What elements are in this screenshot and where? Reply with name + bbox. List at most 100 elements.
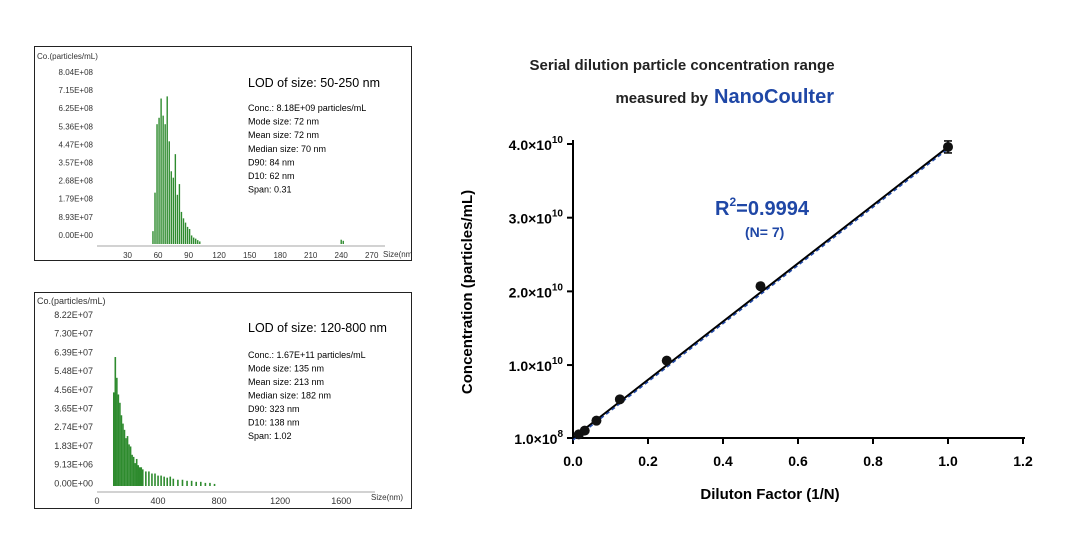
hist2-ytick: 7.30E+07 xyxy=(54,329,93,339)
hist2-ytick: 6.39E+07 xyxy=(54,347,93,357)
data-point xyxy=(661,355,672,366)
dilution-chart-svg: Serial dilution particle concentration r… xyxy=(459,57,1033,503)
hist1-xlabel: Size(nm) xyxy=(383,250,411,259)
hist1-ytick: 8.93E+07 xyxy=(59,213,94,222)
hist2-ytick: 8.22E+07 xyxy=(54,310,93,320)
hist1-bar xyxy=(174,154,177,244)
hist1-bar xyxy=(166,96,168,244)
hist1-bar xyxy=(197,240,199,244)
hist1-xtick: 30 xyxy=(123,251,132,260)
hist2-bar xyxy=(120,415,123,486)
hist1-xtick: 90 xyxy=(184,251,193,260)
hist2-bar xyxy=(126,436,129,486)
hist2-stat: Median size: 182 nm xyxy=(248,391,331,401)
hist1-bar xyxy=(156,124,158,244)
hist2-bar xyxy=(190,480,193,486)
hist1-ytick: 1.79E+08 xyxy=(59,195,94,204)
y-tick-label: 3.0×1010 xyxy=(509,209,564,227)
x-tick-label: 0.6 xyxy=(788,453,808,469)
hist2-bar xyxy=(195,481,198,486)
hist1-stat: Conc.: 8.18E+09 particles/mL xyxy=(248,103,366,113)
hist1-xtick: 270 xyxy=(365,251,379,260)
hist1-xtick: 150 xyxy=(243,251,257,260)
hist2-bar xyxy=(209,482,211,486)
hist2-bar xyxy=(145,471,147,486)
hist2-bar xyxy=(129,446,132,486)
hist2-bar xyxy=(116,377,118,486)
chart-title-prefix: measured by xyxy=(615,90,708,107)
hist2-stat: Mean size: 213 nm xyxy=(248,377,324,387)
hist2-xtick: 1200 xyxy=(270,496,290,506)
hist2-xlabel: Size(nm) xyxy=(371,493,403,502)
hist1-ytick: 3.57E+08 xyxy=(59,159,94,168)
y-tick-label: 2.0×1010 xyxy=(509,282,564,300)
hist2-bar xyxy=(154,473,156,486)
hist2-bar xyxy=(186,480,188,486)
x-tick-label: 0.2 xyxy=(638,453,658,469)
data-point xyxy=(943,141,953,152)
hist1-ytick: 7.15E+08 xyxy=(59,86,94,95)
hist2-bar xyxy=(112,392,115,486)
brand-name: NanoCoulter xyxy=(714,86,834,108)
hist2-xtick: 800 xyxy=(212,496,227,506)
hist1-bar xyxy=(164,124,166,244)
x-tick-label: 0.8 xyxy=(863,453,883,469)
hist1-ytick: 4.47E+08 xyxy=(59,140,94,149)
n-count-label: (N= 7) xyxy=(745,224,784,240)
hist1-bar xyxy=(342,240,344,244)
hist2-bar xyxy=(148,471,150,486)
histogram-panel-2: Co.(particles/mL) 8.22E+07 7.30E+07 6.39E+… xyxy=(34,292,412,509)
hist2-ytick: 2.74E+07 xyxy=(54,422,93,432)
hist1-bar xyxy=(182,218,185,244)
hist2-lod: LOD of size: 120-800 nm xyxy=(248,321,387,335)
hist2-bar xyxy=(131,454,133,486)
fit-confidence-line xyxy=(572,148,949,441)
hist1-stat: Median size: 70 nm xyxy=(248,144,326,154)
hist1-bar xyxy=(178,184,181,244)
hist1-bar xyxy=(158,117,160,244)
hist1-stat: Mode size: 72 nm xyxy=(248,117,319,127)
hist2-bar xyxy=(140,467,143,486)
hist1-bar xyxy=(160,98,162,244)
x-axis-title: Diluton Factor (1/N) xyxy=(700,486,839,503)
hist2-bar xyxy=(157,475,159,486)
y-tick-label: 1.0×108 xyxy=(514,429,563,447)
hist1-stat: Mean size: 72 nm xyxy=(248,130,319,140)
hist2-bar xyxy=(135,458,138,486)
hist2-bar xyxy=(199,481,202,486)
r-squared-label: R2=0.9994 xyxy=(715,195,810,220)
hist2-bar xyxy=(134,463,136,486)
hist1-xtick: 210 xyxy=(304,251,318,260)
hist2-ylabel: Co.(particles/mL) xyxy=(37,296,106,306)
hist2-xtick: 400 xyxy=(151,496,166,506)
hist2-stat: D90: 323 nm xyxy=(248,404,300,414)
hist2-bar xyxy=(177,479,179,486)
hist2-ytick: 4.56E+07 xyxy=(54,385,93,395)
hist2-xtick: 0 xyxy=(94,496,99,506)
hist2-bar xyxy=(151,473,153,486)
hist2-bar xyxy=(172,478,175,486)
hist2-bar xyxy=(166,477,169,486)
hist2-xtick: 1600 xyxy=(331,496,351,506)
histogram-2-svg: Co.(particles/mL) 8.22E+07 7.30E+07 6.39E+… xyxy=(37,296,403,506)
y-tick-label: 4.0×1010 xyxy=(509,135,564,153)
data-point xyxy=(755,281,766,292)
hist2-bar xyxy=(122,423,124,486)
hist1-xtick: 60 xyxy=(154,251,163,260)
hist2-ytick: 0.00E+00 xyxy=(54,478,93,488)
hist1-bar xyxy=(170,171,172,244)
hist1-lod: LOD of size: 50-250 nm xyxy=(248,76,380,90)
hist1-bar xyxy=(152,231,154,244)
hist2-bar xyxy=(137,465,140,486)
hist1-ytick: 0.00E+00 xyxy=(59,231,94,240)
hist1-ytick: 6.25E+08 xyxy=(59,104,94,113)
hist1-ylabel: Co.(particles/mL) xyxy=(37,52,98,61)
histogram-1-svg: Co.(particles/mL) 8.04E+08 7.15E+08 6.25E+… xyxy=(37,52,415,260)
hist2-bar xyxy=(125,438,127,486)
hist1-bar xyxy=(154,192,156,244)
x-tick-label: 0.4 xyxy=(713,453,733,469)
hist2-ytick: 9.13E+06 xyxy=(54,460,93,470)
hist2-stat: D10: 138 nm xyxy=(248,418,300,428)
hist1-ytick: 8.04E+08 xyxy=(59,68,94,77)
hist1-bar xyxy=(176,194,179,244)
